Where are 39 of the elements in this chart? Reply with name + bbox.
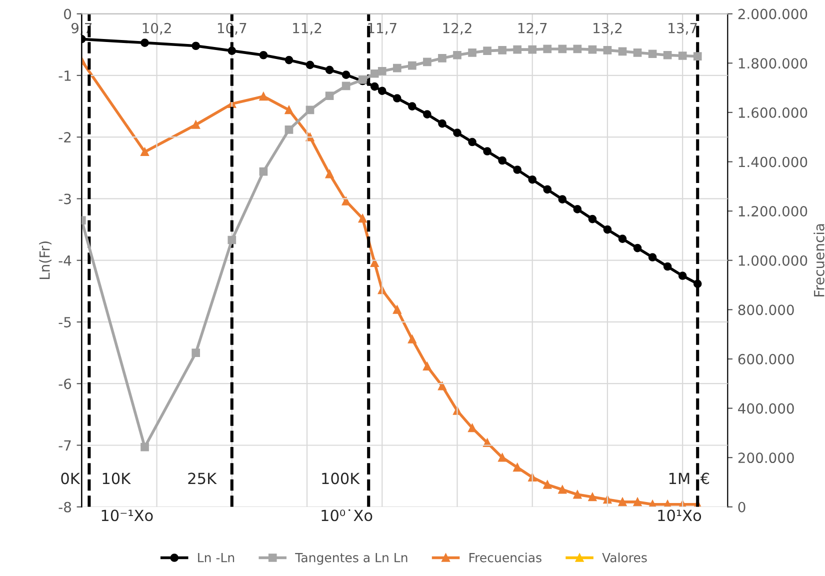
y2-tick-label: 800.000 <box>738 304 794 316</box>
annotation: 100K <box>322 472 360 484</box>
text: 10¹Xo <box>658 510 702 522</box>
legend-label: Tangentes a Ln Ln <box>295 553 408 565</box>
annotation: 25K <box>188 472 217 484</box>
y-tick-label: -3 <box>58 194 71 204</box>
legend-label: Ln -Ln <box>198 553 234 562</box>
y-tick-label: -6 <box>58 378 72 390</box>
legend-label: Frecuencias <box>470 552 542 562</box>
legend-label: Valores <box>602 552 647 562</box>
annotation: 1M € <box>669 472 710 484</box>
y2-tick-label: 1.400.000 <box>738 156 808 168</box>
y2-tick-label: 1.200.000 <box>738 206 808 217</box>
text: 0K <box>61 472 80 484</box>
text: 10⁰˙Xo <box>322 509 372 522</box>
x-tick-label: 12,2 <box>443 22 472 35</box>
y2-tick-label: 200.000 <box>738 452 794 464</box>
y-tick-label: -2 <box>58 132 71 142</box>
y2-tick-label: 600.000 <box>738 354 794 364</box>
y2-tick-label: 0 <box>738 502 746 512</box>
y2-axis-title: Frecuencia <box>814 224 824 296</box>
y-tick-label: -7 <box>58 440 71 451</box>
y-tick-label: -1 <box>58 70 71 81</box>
y-tick-label: -4 <box>58 256 72 266</box>
x-tick-label: 12,7 <box>518 22 547 35</box>
x-tick-label: 10,2 <box>142 22 171 35</box>
y2-tick-label: 2.000.000 <box>738 8 808 20</box>
y2-tick-label: 1.600.000 <box>738 107 808 118</box>
y-axis-title: Ln(Fr) <box>39 242 52 280</box>
annotation: 10K <box>102 472 131 484</box>
text: 10⁻¹Xo <box>102 510 153 522</box>
y2-tick-label: 400.000 <box>738 403 794 414</box>
y-tick-label: -5 <box>58 317 71 328</box>
x-tick-label: 11,2 <box>293 22 322 35</box>
y-tick-label: 0 <box>64 8 72 20</box>
x-tick-label: 13,2 <box>594 22 622 35</box>
y2-tick-label: 1.800.000 <box>738 58 808 69</box>
y-tick-label: -8 <box>58 502 72 512</box>
y2-tick-label: 1.000.000 <box>738 255 808 266</box>
